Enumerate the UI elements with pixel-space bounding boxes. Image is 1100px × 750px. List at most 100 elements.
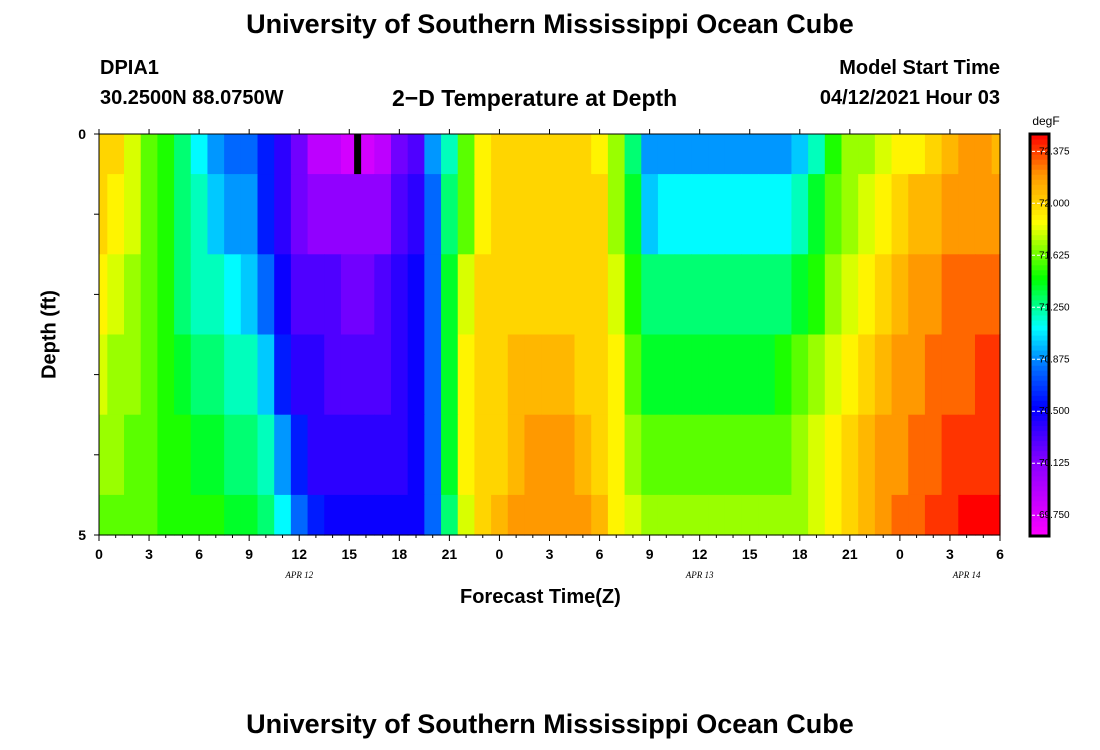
heatmap-cell <box>524 174 542 255</box>
heatmap-cell <box>207 494 225 536</box>
heatmap-cell <box>891 334 909 416</box>
heatmap-cell <box>491 174 509 255</box>
heatmap-cell <box>124 494 142 536</box>
heatmap-cell <box>941 494 959 536</box>
colorbar-segment <box>1030 179 1049 185</box>
heatmap-cell <box>240 494 259 536</box>
model-start-time: 04/12/2021 Hour 03 <box>819 87 1000 109</box>
heatmap-cell <box>340 134 359 175</box>
heatmap-cell <box>774 494 793 536</box>
heatmap-cell <box>240 414 259 496</box>
heatmap-cell <box>708 414 726 496</box>
heatmap-cell <box>924 134 943 175</box>
colorbar-segment <box>1030 405 1049 411</box>
colorbar-segment <box>1030 375 1049 381</box>
heatmap-cell <box>424 494 442 536</box>
heatmap-cell <box>140 174 158 255</box>
heatmap-cell <box>290 134 309 175</box>
heatmap-cell <box>541 174 559 255</box>
heatmap-cell <box>774 334 793 416</box>
colorbar-segment <box>1030 495 1049 502</box>
heatmap-cell <box>591 334 609 416</box>
colorbar-segment <box>1030 530 1049 537</box>
heatmap-cell <box>858 414 876 496</box>
colorbar-segment <box>1030 214 1049 221</box>
heatmap-cell <box>708 174 726 255</box>
colorbar-segment <box>1030 134 1049 140</box>
heatmap-cell <box>758 174 776 255</box>
heatmap-cell <box>274 494 292 536</box>
heatmap-cell <box>390 334 409 416</box>
heatmap-cell <box>274 334 292 416</box>
heatmap-cell <box>140 254 158 336</box>
footer-title: University of Southern Mississippi Ocean… <box>246 709 854 739</box>
colorbar-segment <box>1030 294 1049 301</box>
heatmap-cell <box>491 134 509 175</box>
heatmap-cell <box>457 414 476 496</box>
heatmap-cell <box>657 494 676 536</box>
heatmap-cell <box>407 334 425 416</box>
heatmap-cell <box>941 414 959 496</box>
heatmap-cell <box>607 254 626 336</box>
heatmap-cell <box>374 174 392 255</box>
colorbar-segment <box>1030 365 1049 371</box>
colorbar-segment <box>1030 485 1049 492</box>
heatmap-cell <box>124 134 142 175</box>
colorbar-segment <box>1030 385 1049 391</box>
heatmap-cell <box>407 414 425 496</box>
x-tick-label: 9 <box>646 546 654 562</box>
heatmap-cell <box>290 414 309 496</box>
heatmap-cell <box>774 254 793 336</box>
heatmap-cell <box>824 414 843 496</box>
heatmap-cell <box>691 254 709 336</box>
heatmap-cell <box>924 414 943 496</box>
colorbar-segment <box>1030 299 1049 306</box>
heatmap-cell <box>524 334 542 416</box>
heatmap-cell <box>641 134 659 175</box>
heatmap-cell <box>958 494 976 536</box>
x-tick-label: 12 <box>291 546 307 562</box>
colorbar-segment <box>1030 239 1049 246</box>
heatmap-cell <box>858 174 876 255</box>
heatmap-cell <box>841 134 859 175</box>
x-tick-label: 6 <box>596 546 604 562</box>
colorbar-segment <box>1030 154 1049 160</box>
heatmap-cell <box>908 334 926 416</box>
heatmap-cell <box>491 494 509 536</box>
heatmap-cell <box>357 254 375 336</box>
heatmap-cell <box>390 174 409 255</box>
heatmap-cell <box>157 134 175 175</box>
x-tick-label: 12 <box>692 546 708 562</box>
heatmap-cell <box>741 414 759 496</box>
colorbar-segment <box>1030 194 1049 200</box>
heatmap-cell <box>290 334 309 416</box>
depth-temperature-heatmap: 0 3 6 9 12 15 18 21 0 3 6 9 12 15 18 21 0 3 6 05 72.37572.… <box>78 114 1070 562</box>
heatmap-cell <box>874 494 893 536</box>
heatmap-cell <box>441 254 459 336</box>
heatmap-cell <box>791 134 809 175</box>
heatmap-cell <box>791 334 809 416</box>
colorbar-tick-label: 70.125 <box>1039 458 1070 469</box>
heatmap-cell <box>457 134 476 175</box>
heatmap-cell <box>574 334 592 416</box>
heatmap-cell <box>974 334 993 416</box>
heatmap-cell <box>674 254 692 336</box>
heatmap-cell <box>941 254 959 336</box>
heatmap-cell <box>207 254 225 336</box>
heatmap-cell <box>691 494 709 536</box>
colorbar-segment <box>1030 450 1049 457</box>
heatmap-cell <box>541 494 559 536</box>
heatmap-cell <box>257 334 275 416</box>
x-tick-label: 0 <box>496 546 504 562</box>
heatmap-cell <box>174 174 192 255</box>
heatmap-cell <box>874 134 893 175</box>
colorbar-segment <box>1030 500 1049 507</box>
heatmap-cell <box>390 134 409 175</box>
heatmap-cell <box>941 174 959 255</box>
heatmap-cell <box>824 334 843 416</box>
heatmap-cell <box>207 174 225 255</box>
heatmap-cell <box>541 134 559 175</box>
heatmap-cell <box>624 174 642 255</box>
heatmap-cell <box>107 414 125 496</box>
heatmap-cell <box>99 134 108 175</box>
